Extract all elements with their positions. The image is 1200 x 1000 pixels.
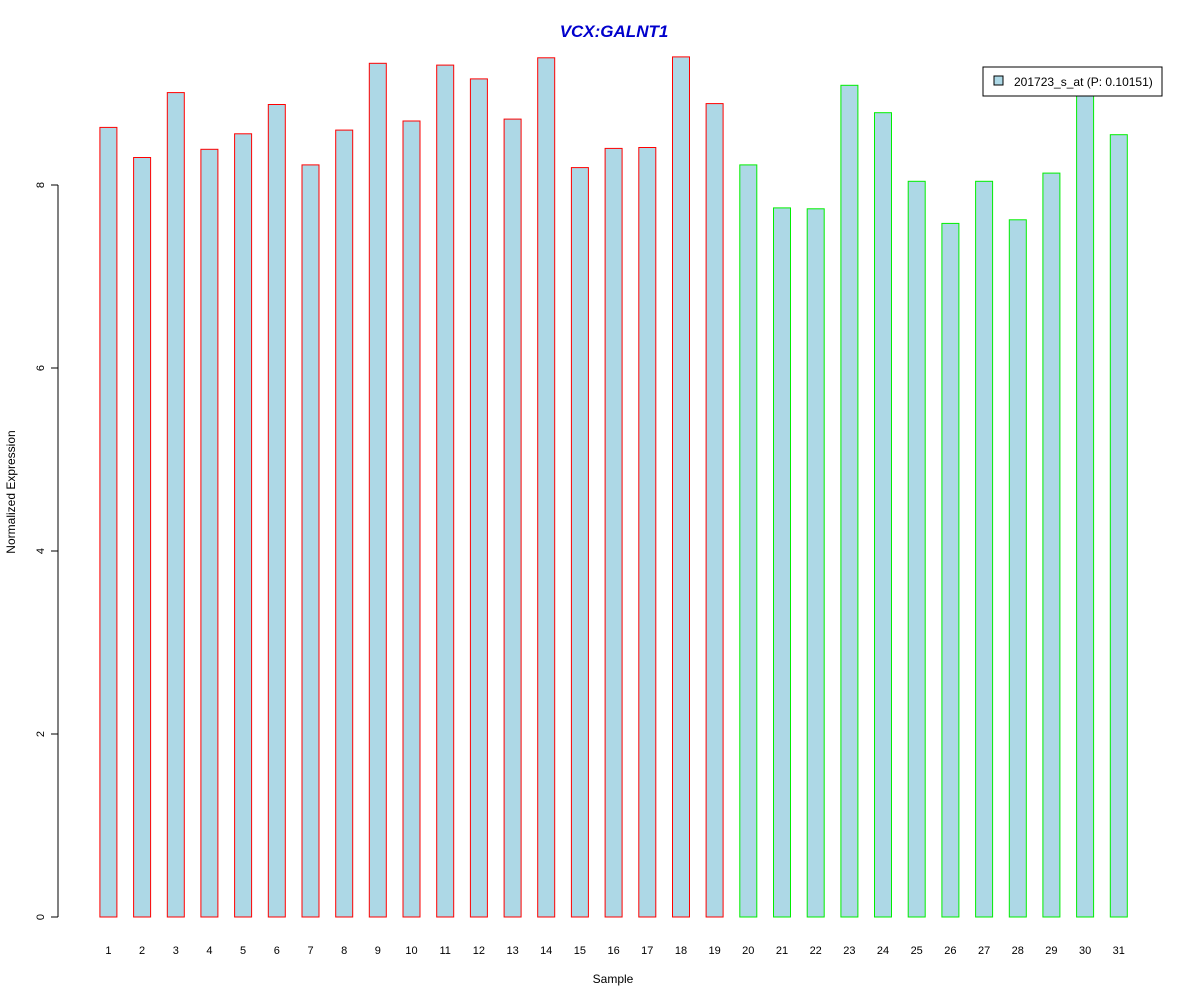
- x-tick-label: 10: [405, 945, 417, 957]
- bar-sample-24: [874, 112, 892, 918]
- bar-sample-13: [503, 118, 522, 918]
- bar-sample-23: [840, 84, 859, 918]
- x-tick-label: 24: [877, 945, 889, 957]
- x-tick-label: 23: [843, 945, 855, 957]
- y-axis-label: Normalized Expression: [4, 430, 18, 553]
- y-tick-label: 2: [35, 731, 47, 737]
- bar-sample-5: [234, 133, 253, 918]
- x-tick-label: 15: [574, 945, 586, 957]
- bar-sample-17: [638, 147, 657, 918]
- x-axis-label: Sample: [593, 972, 634, 986]
- bar-sample-20: [739, 164, 758, 918]
- x-tick-label: 29: [1045, 945, 1057, 957]
- x-tick-label: 7: [307, 945, 313, 957]
- bar-sample-31: [1109, 134, 1128, 918]
- bar-sample-28: [1008, 219, 1027, 918]
- x-tick-label: 4: [206, 945, 212, 957]
- bar-sample-12: [469, 78, 488, 918]
- x-tick-label: 6: [274, 945, 280, 957]
- x-tick-label: 25: [911, 945, 923, 957]
- bars-group: [99, 56, 1128, 918]
- x-tick-label: 16: [607, 945, 619, 957]
- y-tick-label: 6: [35, 365, 47, 371]
- x-tick-label: 8: [341, 945, 347, 957]
- bar-sample-10: [402, 120, 421, 918]
- bar-sample-2: [133, 157, 152, 918]
- chart-title: VCX:GALNT1: [560, 22, 669, 41]
- bar-sample-18: [672, 56, 690, 918]
- x-tick-label: 28: [1012, 945, 1024, 957]
- x-tick-label: 26: [944, 945, 956, 957]
- x-tick-label: 31: [1113, 945, 1125, 957]
- bar-sample-29: [1042, 172, 1061, 918]
- y-tick-label: 4: [35, 548, 47, 554]
- bar-sample-15: [570, 167, 589, 918]
- bar-sample-3: [166, 92, 185, 918]
- bar-sample-14: [537, 57, 556, 918]
- x-tick-label: 3: [173, 945, 179, 957]
- bar-sample-30: [1076, 87, 1095, 918]
- x-tick-label: 12: [473, 945, 485, 957]
- legend: 201723_s_at (P: 0.10151): [982, 66, 1163, 97]
- x-tick-labels: 1 2 3 4 5 6 7 8 9 10 11 12 13 14 15 16 17 18 19 20 21 22 23 24 2…: [105, 945, 1125, 957]
- x-tick-label: 19: [708, 945, 720, 957]
- bar-sample-9: [368, 62, 387, 918]
- bar-sample-16: [604, 147, 623, 918]
- x-tick-label: 5: [240, 945, 246, 957]
- x-tick-label: 22: [810, 945, 822, 957]
- bar-sample-26: [941, 222, 960, 918]
- x-tick-label: 20: [742, 945, 754, 957]
- x-tick-label: 27: [978, 945, 990, 957]
- x-tick-label: 17: [641, 945, 653, 957]
- legend-label: 201723_s_at (P: 0.10151): [1014, 75, 1153, 89]
- bar-sample-25: [907, 180, 926, 918]
- y-tick-label: 0: [35, 914, 47, 920]
- x-tick-label: 11: [439, 945, 450, 957]
- x-tick-label: 9: [375, 945, 381, 957]
- bar-sample-27: [975, 180, 994, 918]
- x-tick-label: 18: [675, 945, 687, 957]
- x-tick-label: 30: [1079, 945, 1091, 957]
- x-tick-label: 1: [105, 945, 111, 957]
- bar-sample-21: [773, 207, 791, 918]
- bar-sample-11: [436, 64, 455, 918]
- bar-sample-1: [99, 126, 118, 918]
- bar-sample-8: [335, 129, 354, 918]
- x-tick-label: 13: [506, 945, 518, 957]
- legend-box: [982, 66, 1163, 97]
- x-tick-label: 14: [540, 945, 552, 957]
- bar-sample-7: [301, 164, 320, 918]
- bar-sample-6: [267, 104, 286, 918]
- bar-sample-22: [806, 208, 825, 918]
- x-tick-label: 21: [776, 945, 788, 957]
- bar-sample-4: [200, 148, 219, 918]
- y-tick-label: 8: [35, 182, 47, 188]
- y-axis: 0 2 4 6 8: [35, 182, 59, 920]
- x-tick-label: 2: [139, 945, 145, 957]
- legend-swatch: [993, 75, 1004, 86]
- bar-sample-19: [705, 103, 724, 918]
